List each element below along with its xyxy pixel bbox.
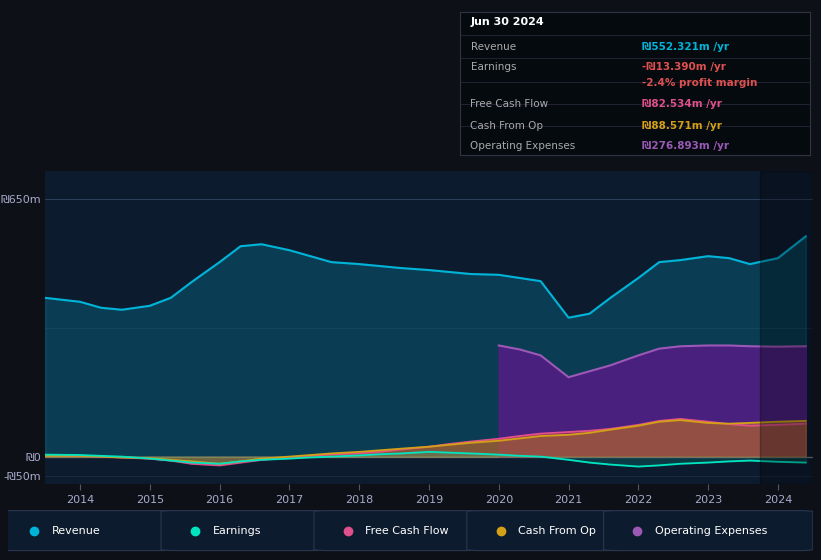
- FancyBboxPatch shape: [467, 511, 624, 550]
- FancyBboxPatch shape: [603, 511, 813, 550]
- Text: -2.4% profit margin: -2.4% profit margin: [642, 78, 758, 88]
- Text: ₪82.534m /yr: ₪82.534m /yr: [642, 99, 722, 109]
- Text: ₪88.571m /yr: ₪88.571m /yr: [642, 121, 722, 130]
- Text: Cash From Op: Cash From Op: [518, 526, 596, 535]
- Text: Free Cash Flow: Free Cash Flow: [365, 526, 449, 535]
- Text: ₪552.321m /yr: ₪552.321m /yr: [642, 42, 729, 52]
- Text: ₪276.893m /yr: ₪276.893m /yr: [642, 142, 729, 151]
- FancyBboxPatch shape: [161, 511, 326, 550]
- Text: Cash From Op: Cash From Op: [470, 121, 544, 130]
- Text: Operating Expenses: Operating Expenses: [655, 526, 768, 535]
- FancyBboxPatch shape: [314, 511, 479, 550]
- FancyBboxPatch shape: [0, 511, 173, 550]
- Text: Revenue: Revenue: [52, 526, 100, 535]
- Text: Free Cash Flow: Free Cash Flow: [470, 99, 548, 109]
- Text: Jun 30 2024: Jun 30 2024: [470, 17, 544, 27]
- Text: -₪13.390m /yr: -₪13.390m /yr: [642, 62, 726, 72]
- Text: Earnings: Earnings: [470, 62, 516, 72]
- Text: Revenue: Revenue: [470, 42, 516, 52]
- Text: Earnings: Earnings: [213, 526, 261, 535]
- Text: Operating Expenses: Operating Expenses: [470, 142, 576, 151]
- Bar: [760, 171, 813, 484]
